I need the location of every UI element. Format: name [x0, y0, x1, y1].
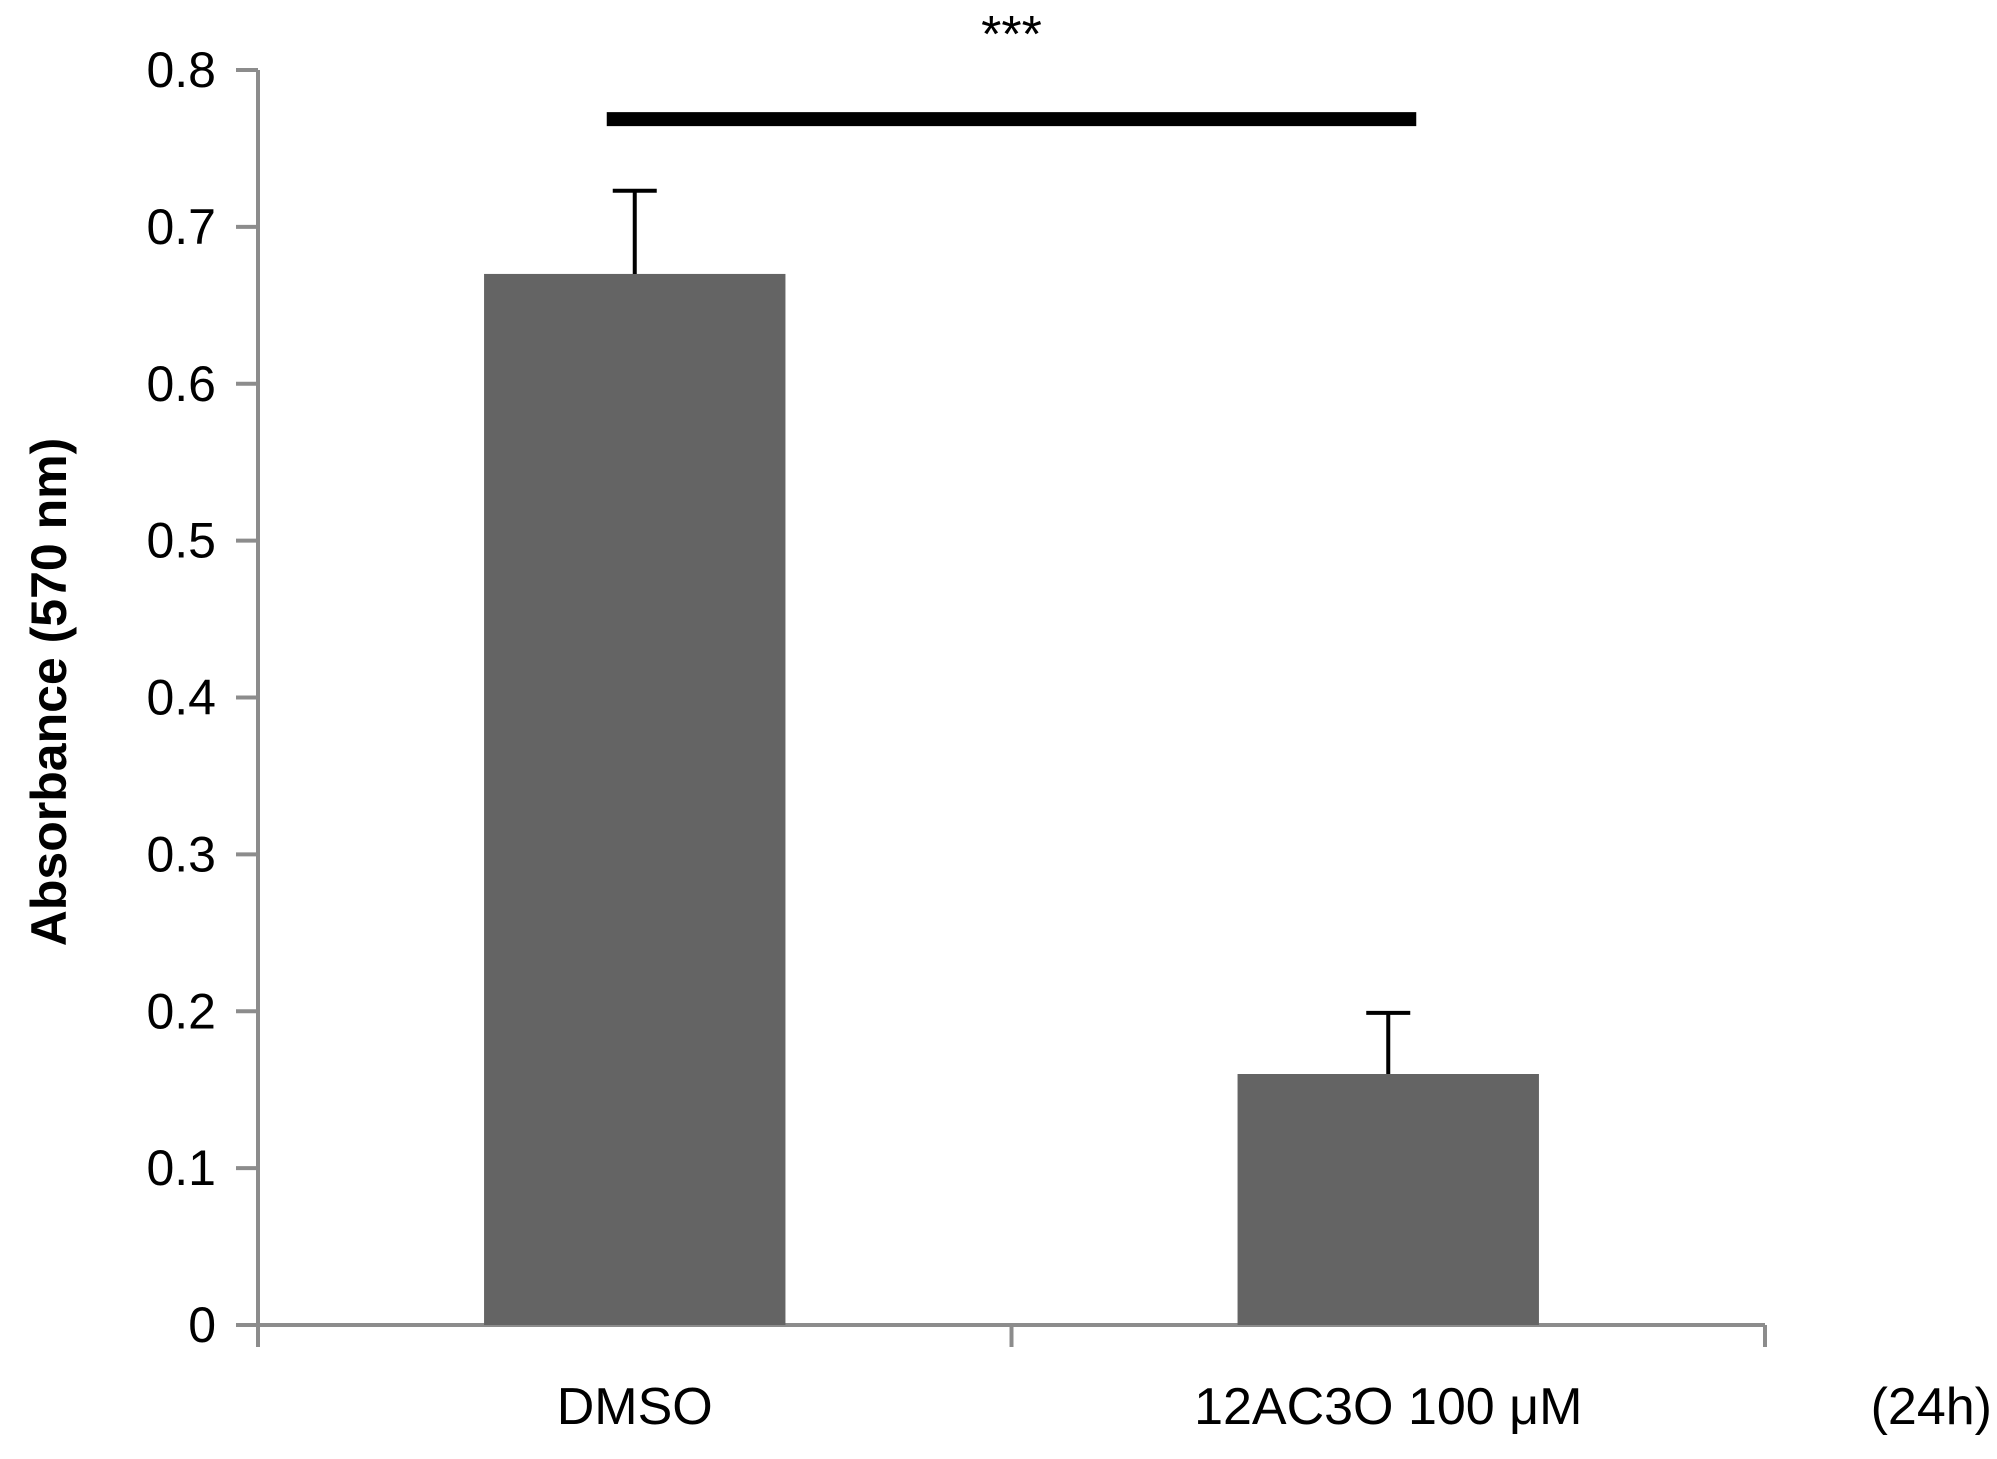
y-axis: 0 0.1 0.2 0.3 0.4 0.5 0.6 0.7 0.8	[146, 42, 260, 1353]
y-axis-label: Absorbance (570 nm)	[21, 438, 77, 946]
error-bars	[612, 188, 1411, 1074]
significance-label: ***	[981, 6, 1042, 64]
y-tick-label: 0.6	[146, 356, 216, 412]
x-category-label: 12AC3O 100 μM	[1194, 1378, 1582, 1436]
duration-annotation: (24h)	[1871, 1378, 1992, 1436]
significance-bracket: ***	[606, 6, 1417, 127]
bar	[1237, 1074, 1539, 1325]
y-tick-label: 0.1	[146, 1140, 216, 1196]
y-tick-label: 0.2	[146, 983, 216, 1039]
y-tick-label: 0	[188, 1297, 216, 1353]
y-tick-label: 0.8	[146, 42, 216, 98]
bar	[484, 273, 786, 1325]
y-tick-label: 0.5	[146, 513, 216, 569]
x-axis: DMSO 12AC3O 100 μM	[256, 1323, 1767, 1436]
y-tick-label: 0.3	[146, 826, 216, 882]
y-tick-label: 0.7	[146, 199, 216, 255]
bars	[484, 273, 1539, 1325]
y-tick-label: 0.4	[146, 670, 216, 726]
x-category-label: DMSO	[557, 1378, 713, 1436]
